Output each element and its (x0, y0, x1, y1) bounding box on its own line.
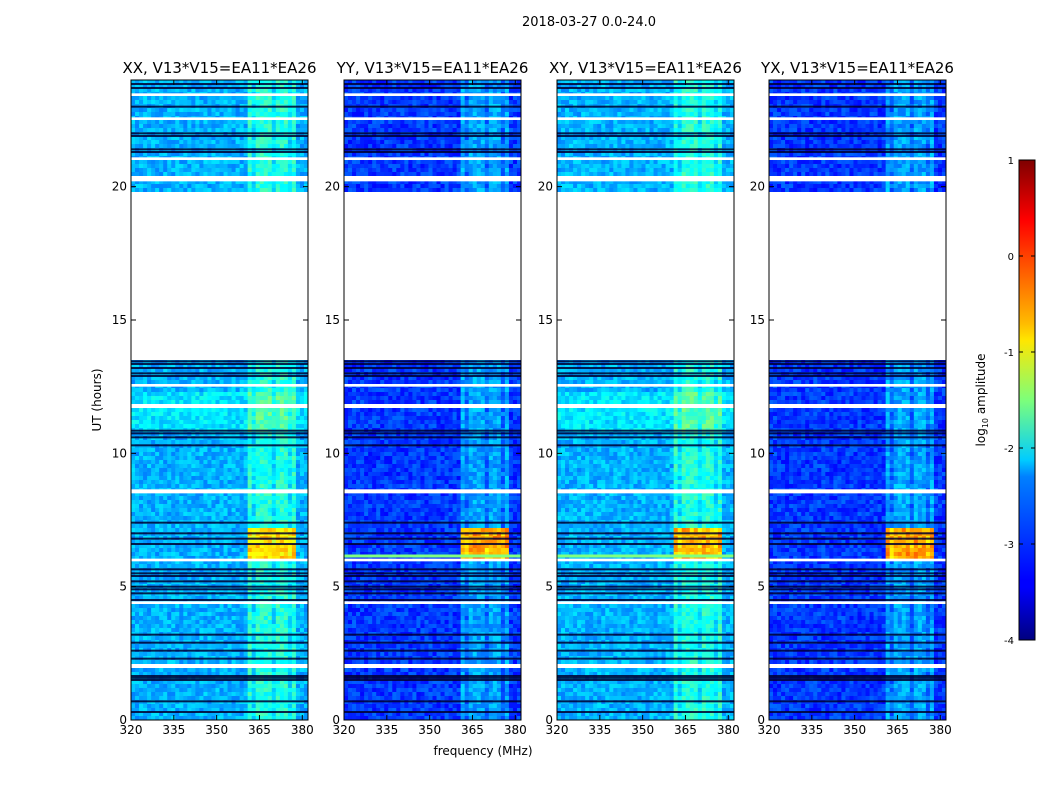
panel-3-frame (768, 79, 947, 721)
panel-2-heatmap (557, 80, 734, 720)
panel-1-xtick-label-0: 320 (333, 723, 356, 737)
colorbar: log10 amplitude 1 0 -1 -2 -3 -4 (974, 156, 1036, 647)
colorbar-tick-label-3: -2 (1004, 444, 1014, 455)
panel-3-ytick-label-4: 20 (750, 180, 765, 194)
panel-1-xtick-label-2: 350 (418, 723, 441, 737)
panel-2-ytick-label-2: 10 (538, 446, 553, 460)
panel-2-xtick-label-0: 320 (546, 723, 569, 737)
panel-3-ytick-label-0: 0 (757, 713, 765, 727)
panel-1-title: YY, V13*V15=EA11*EA26 (336, 59, 529, 77)
colorbar-tick-label-4: -3 (1004, 540, 1014, 551)
panel-3-title: YX, V13*V15=EA11*EA26 (760, 59, 954, 77)
panel-3-xtick-label-3: 365 (886, 723, 909, 737)
panel-2-xtick-label-4: 380 (717, 723, 740, 737)
panel-2-ytick-label-0: 0 (545, 713, 553, 727)
panel-1-xtick-label-1: 335 (375, 723, 398, 737)
panel-1-ytick-label-1: 5 (332, 580, 340, 594)
panel-1-heatmap (344, 80, 521, 720)
colorbar-gradient (1018, 159, 1036, 641)
panel-0-ytick-label-0: 0 (119, 713, 127, 727)
panels: XX, V13*V15=EA11*EA26 320 335 350 365 380 0 5 10… (112, 59, 954, 737)
panel-0-ytick-label-1: 5 (119, 580, 127, 594)
x-axis-label: frequency (MHz) (433, 744, 532, 758)
panel-3-ytick-label-3: 15 (750, 313, 765, 327)
panel-0-title: XX, V13*V15=EA11*EA26 (122, 59, 316, 77)
panel-3-xtick-label-0: 320 (758, 723, 781, 737)
colorbar-tick-label-2: -1 (1004, 348, 1014, 359)
panel-1-ytick-label-0: 0 (332, 713, 340, 727)
panel-0-xtick-label-0: 320 (120, 723, 143, 737)
panel-3: YX, V13*V15=EA11*EA26 320 335 350 365 380 0 5 10… (750, 59, 954, 737)
panel-0-xtick-label-4: 380 (291, 723, 314, 737)
y-axis-label: UT (hours) (90, 368, 104, 431)
panel-0-frame (130, 79, 309, 721)
panel-1-ytick-label-4: 20 (325, 180, 340, 194)
panel-0-ytick-label-3: 15 (112, 313, 127, 327)
panel-3-heatmap (769, 80, 946, 720)
panel-3-xtick-label-4: 380 (929, 723, 952, 737)
panel-0-ytick-label-4: 20 (112, 180, 127, 194)
panel-1-xtick-label-3: 365 (461, 723, 484, 737)
panel-3-xtick-label-2: 350 (843, 723, 866, 737)
panel-3-ytick-label-1: 5 (757, 580, 765, 594)
panel-1-ytick-label-3: 15 (325, 313, 340, 327)
panel-1: YY, V13*V15=EA11*EA26 320 335 350 365 380 0 5 10… (325, 59, 529, 737)
panel-1-frame (343, 79, 522, 721)
colorbar-label: log10 amplitude (974, 354, 990, 447)
panel-0-ytick-label-2: 10 (112, 446, 127, 460)
panel-2-xtick-label-1: 335 (588, 723, 611, 737)
panel-0: XX, V13*V15=EA11*EA26 320 335 350 365 380 0 5 10… (112, 59, 317, 737)
panel-2-ytick-label-4: 20 (538, 180, 553, 194)
panel-3-xtick-label-1: 335 (800, 723, 823, 737)
panel-0-xtick-label-1: 335 (162, 723, 185, 737)
panel-3-ytick-label-2: 10 (750, 446, 765, 460)
colorbar-tick-label-0: 1 (1008, 156, 1014, 167)
colorbar-tick-label-1: 0 (1008, 252, 1014, 263)
panel-2-xtick-label-3: 365 (674, 723, 697, 737)
figure-title: 2018-03-27 0.0-24.0 (522, 15, 656, 30)
panel-1-ytick-label-2: 10 (325, 446, 340, 460)
panel-2-ytick-label-3: 15 (538, 313, 553, 327)
panel-2-frame (556, 79, 735, 721)
panel-0-xtick-label-3: 365 (248, 723, 271, 737)
panel-2-title: XY, V13*V15=EA11*EA26 (549, 59, 742, 77)
panel-0-heatmap (131, 80, 308, 720)
panel-1-xtick-label-4: 380 (504, 723, 527, 737)
panel-2-ytick-label-1: 5 (545, 580, 553, 594)
panel-2: XY, V13*V15=EA11*EA26 320 335 350 365 380 0 5 10… (538, 59, 742, 737)
panel-0-xtick-label-2: 350 (205, 723, 228, 737)
panel-2-xtick-label-2: 350 (631, 723, 654, 737)
colorbar-tick-label-5: -4 (1004, 636, 1014, 647)
